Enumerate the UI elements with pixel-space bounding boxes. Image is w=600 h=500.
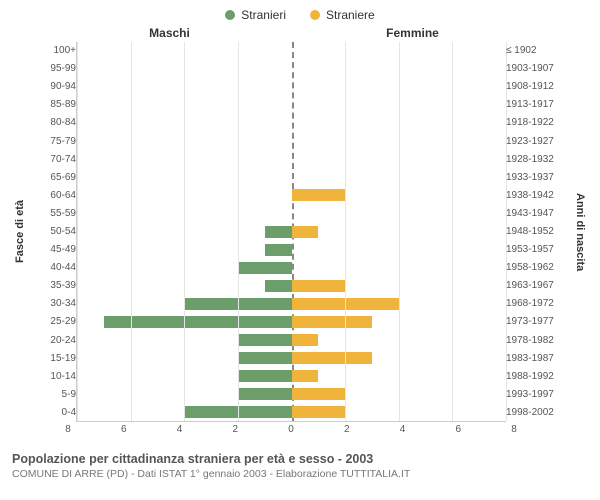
birth-year-ticks: ≤ 19021903-19071908-19121913-19171918-19… — [506, 42, 572, 422]
x-tick: 8 — [511, 424, 517, 435]
legend-item-male: Stranieri — [225, 8, 286, 22]
gridline — [399, 42, 400, 421]
bar-female — [292, 406, 346, 418]
x-axis: 8 6 4 2 0 2 4 6 8 — [12, 422, 588, 442]
bar-male — [104, 316, 292, 328]
gridline — [77, 42, 78, 421]
age-ticks: 100+95-9990-9485-8980-8475-7970-7465-696… — [28, 42, 76, 422]
plot-area — [76, 42, 506, 422]
bar-male — [265, 244, 292, 256]
x-tick: 4 — [400, 424, 406, 435]
bar-female — [292, 316, 372, 328]
x-tick: 0 — [288, 424, 294, 435]
bar-female — [292, 280, 346, 292]
bar-male — [238, 334, 292, 346]
pyramid-chart: Fasce di età 100+95-9990-9485-8980-8475-… — [12, 42, 588, 422]
legend: Stranieri Straniere — [12, 8, 588, 22]
col-header-male: Maschi — [68, 26, 291, 40]
bar-rows — [77, 42, 506, 421]
bar-female — [292, 334, 319, 346]
x-tick: 4 — [177, 424, 183, 435]
bar-female — [292, 189, 346, 201]
legend-item-female: Straniere — [310, 8, 375, 22]
gridline — [452, 42, 453, 421]
bar-female — [292, 352, 372, 364]
x-tick: 6 — [121, 424, 127, 435]
bar-male — [265, 226, 292, 238]
x-tick: 2 — [232, 424, 238, 435]
bar-male — [238, 352, 292, 364]
legend-label-female: Straniere — [326, 8, 375, 22]
x-tick: 2 — [344, 424, 350, 435]
chart-subtitle: COMUNE DI ARRE (PD) - Dati ISTAT 1° genn… — [12, 468, 588, 480]
y-axis-label-right: Anni di nascita — [572, 42, 588, 422]
bar-male — [238, 370, 292, 382]
gridline — [131, 42, 132, 421]
swatch-female — [310, 10, 320, 20]
y-axis-label-left: Fasce di età — [12, 42, 28, 422]
gridline — [238, 42, 239, 421]
gridline — [184, 42, 185, 421]
column-headers: Maschi Femmine — [12, 26, 588, 42]
bar-female — [292, 226, 319, 238]
x-tick: 6 — [455, 424, 461, 435]
x-tick: 8 — [65, 424, 71, 435]
bar-male — [238, 262, 292, 274]
bar-female — [292, 388, 346, 400]
bar-male — [238, 388, 292, 400]
bar-female — [292, 370, 319, 382]
bar-male — [265, 280, 292, 292]
chart-title: Popolazione per cittadinanza straniera p… — [12, 452, 588, 466]
legend-label-male: Stranieri — [241, 8, 286, 22]
col-header-female: Femmine — [291, 26, 514, 40]
gridline — [345, 42, 346, 421]
swatch-male — [225, 10, 235, 20]
